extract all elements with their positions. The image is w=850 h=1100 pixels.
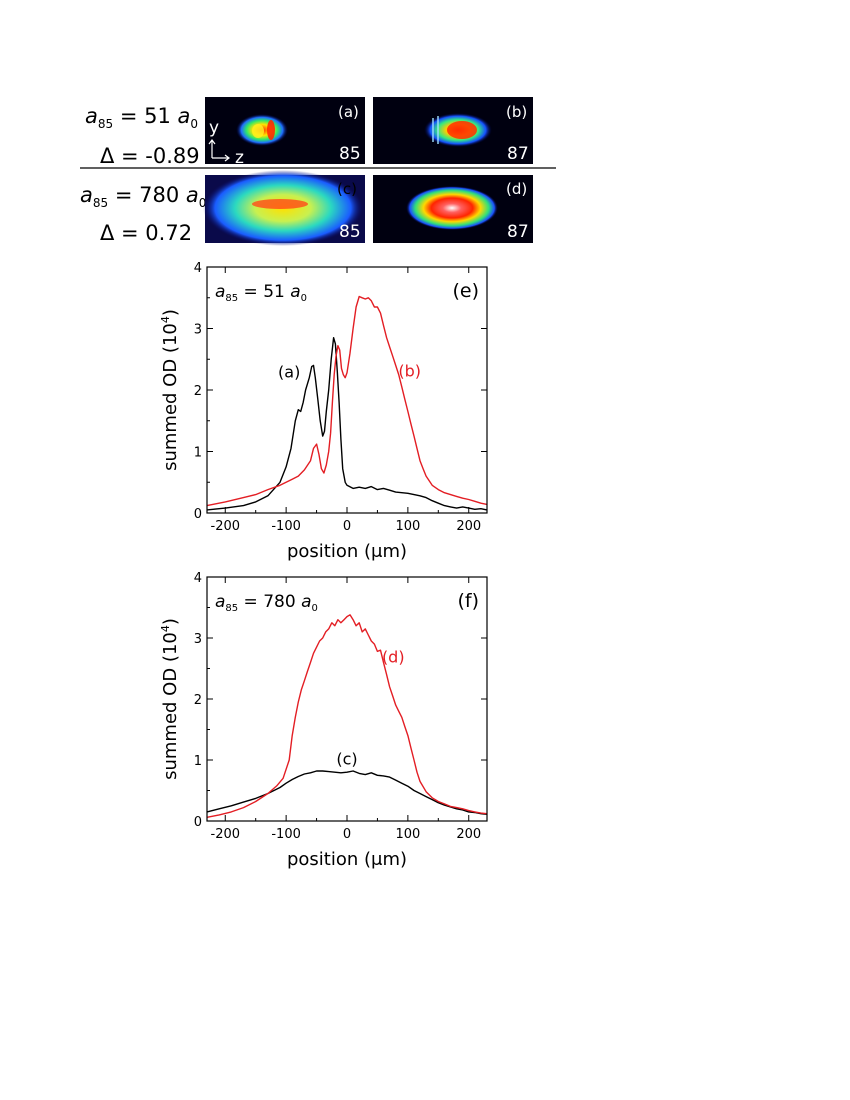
y-tick-label: 0 bbox=[194, 507, 202, 522]
axis-z-label: z bbox=[235, 148, 244, 168]
chart-f: (c) (d) -200 -100 0 100 200 0 1 2 3 4 (f) a85 = 780 a… bbox=[159, 571, 488, 870]
x-tick-label: 100 bbox=[395, 519, 420, 534]
x-tick-label: -100 bbox=[271, 519, 301, 534]
row2-scattering-label: a85 = 780 a0 bbox=[80, 183, 206, 210]
x-tick-label: 200 bbox=[456, 519, 481, 534]
image-panel-d: (d) 87 bbox=[373, 175, 533, 243]
x-tick-label: 0 bbox=[343, 827, 351, 842]
panel-b-letter: (b) bbox=[506, 103, 527, 121]
axis-arrows-icon bbox=[208, 139, 230, 162]
panel-b-isotope: 87 bbox=[507, 144, 529, 164]
series-label: (a) bbox=[278, 363, 300, 382]
series-line-b bbox=[206, 295, 488, 507]
y-tick-label: 0 bbox=[194, 815, 202, 830]
series-line-a bbox=[206, 337, 488, 511]
plot-frame bbox=[206, 266, 488, 514]
row1-scattering-label: a85 = 51 a0 bbox=[85, 104, 198, 131]
y-tick-label: 2 bbox=[194, 384, 202, 399]
series-label: (d) bbox=[382, 647, 405, 666]
y-tick-label: 3 bbox=[194, 323, 202, 338]
y-axis-label: summed OD (104) bbox=[159, 618, 181, 780]
plot-frame bbox=[206, 576, 488, 822]
x-axis-label: position (μm) bbox=[287, 541, 407, 562]
series-line-c bbox=[206, 770, 488, 815]
panel-a-isotope: 85 bbox=[339, 144, 361, 164]
y-tick-label: 1 bbox=[194, 754, 202, 769]
x-axis-label: position (μm) bbox=[287, 849, 407, 870]
series-label: (c) bbox=[336, 749, 357, 768]
y-tick-label: 2 bbox=[194, 693, 202, 708]
y-axis-label: summed OD (104) bbox=[159, 309, 181, 471]
x-tick-label: -200 bbox=[211, 519, 241, 534]
chart-e: (a) (b) -200 -100 0 100 200 0 1 2 3 4 (e) a85 = 51 a0… bbox=[159, 261, 488, 562]
series-line-d bbox=[206, 614, 488, 818]
row2-delta-label: Δ = 0.72 bbox=[100, 221, 192, 245]
chart-annotation: a85 = 780 a0 bbox=[215, 592, 318, 614]
row1-delta-label: Δ = -0.89 bbox=[100, 144, 200, 168]
x-tick-label: 100 bbox=[395, 827, 420, 842]
panel-label: (e) bbox=[452, 280, 479, 302]
panel-c-letter: (c) bbox=[337, 180, 357, 198]
panel-a-letter: (a) bbox=[338, 103, 359, 121]
chart-annotation: a85 = 51 a0 bbox=[215, 282, 307, 304]
panel-c-isotope: 85 bbox=[339, 222, 361, 242]
x-tick-label: 0 bbox=[343, 519, 351, 534]
series-label: (b) bbox=[398, 361, 421, 380]
panel-d-letter: (d) bbox=[506, 180, 527, 198]
y-tick-label: 3 bbox=[194, 632, 202, 647]
image-panel-a: (a) 85 y z bbox=[205, 97, 365, 168]
panel-label: (f) bbox=[457, 590, 479, 612]
panel-d-isotope: 87 bbox=[507, 222, 529, 242]
x-tick-label: -100 bbox=[271, 827, 301, 842]
y-tick-label: 1 bbox=[194, 446, 202, 461]
axis-y-label: y bbox=[209, 118, 219, 138]
y-tick-label: 4 bbox=[194, 571, 202, 586]
y-tick-label: 4 bbox=[194, 261, 202, 276]
image-panel-b: (b) 87 bbox=[373, 97, 533, 164]
x-tick-label: 200 bbox=[456, 827, 481, 842]
x-tick-label: -200 bbox=[211, 827, 241, 842]
image-panel-c: (c) 85 bbox=[203, 170, 365, 246]
